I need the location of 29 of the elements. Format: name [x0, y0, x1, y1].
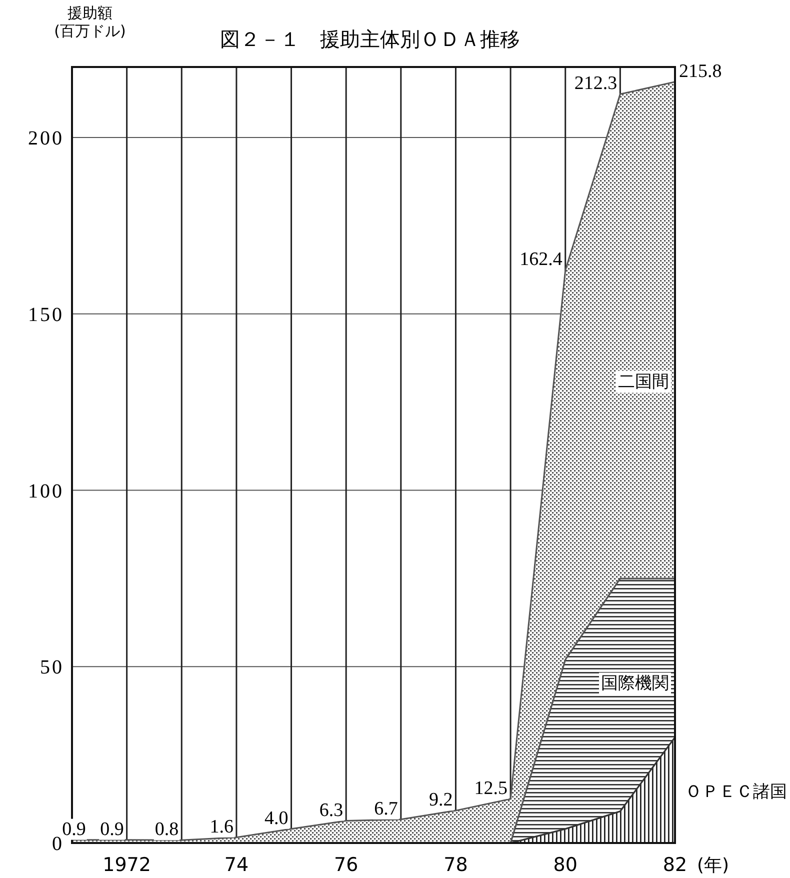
total-label: 0.8 [154, 819, 179, 840]
total-label: 0.9 [100, 818, 124, 840]
y-tick-label: 50 [40, 656, 64, 679]
y-tick-label: 100 [28, 480, 64, 502]
total-label: 4.0 [264, 808, 288, 829]
total-label: 162.4 [520, 249, 563, 270]
y-tick-label: 150 [28, 304, 64, 326]
total-label: 215.8 [679, 60, 722, 82]
y-axis-title: 援助額 (百万ドル) [53, 4, 127, 40]
total-label: 6.3 [319, 800, 344, 821]
x-axis-title: (年) [697, 855, 730, 876]
series-label: 国際機関 [601, 674, 669, 694]
total-label: 12.5 [474, 778, 508, 799]
x-tick-label: 78 [444, 854, 468, 876]
chart-title: 図２－１ 援助主体別ＯＤＡ推移 [220, 27, 520, 51]
series-label: 二国間 [618, 372, 669, 392]
series-label: ＯＰＥＣ諸国 [685, 782, 787, 802]
total-label: 1.6 [210, 816, 234, 838]
total-label: 9.2 [428, 790, 453, 811]
y-tick-label: 0 [52, 833, 64, 855]
total-label: 212.3 [574, 73, 618, 94]
x-tick-label: 76 [334, 854, 358, 876]
x-tick-label: 82 [662, 854, 688, 876]
total-label: 0.9 [62, 818, 86, 840]
y-tick-label: 200 [28, 128, 64, 150]
x-tick-label: 1972 [102, 854, 151, 876]
x-tick-label: 74 [224, 854, 249, 876]
x-tick-label: 80 [553, 854, 578, 876]
total-label: 6.7 [374, 798, 398, 820]
